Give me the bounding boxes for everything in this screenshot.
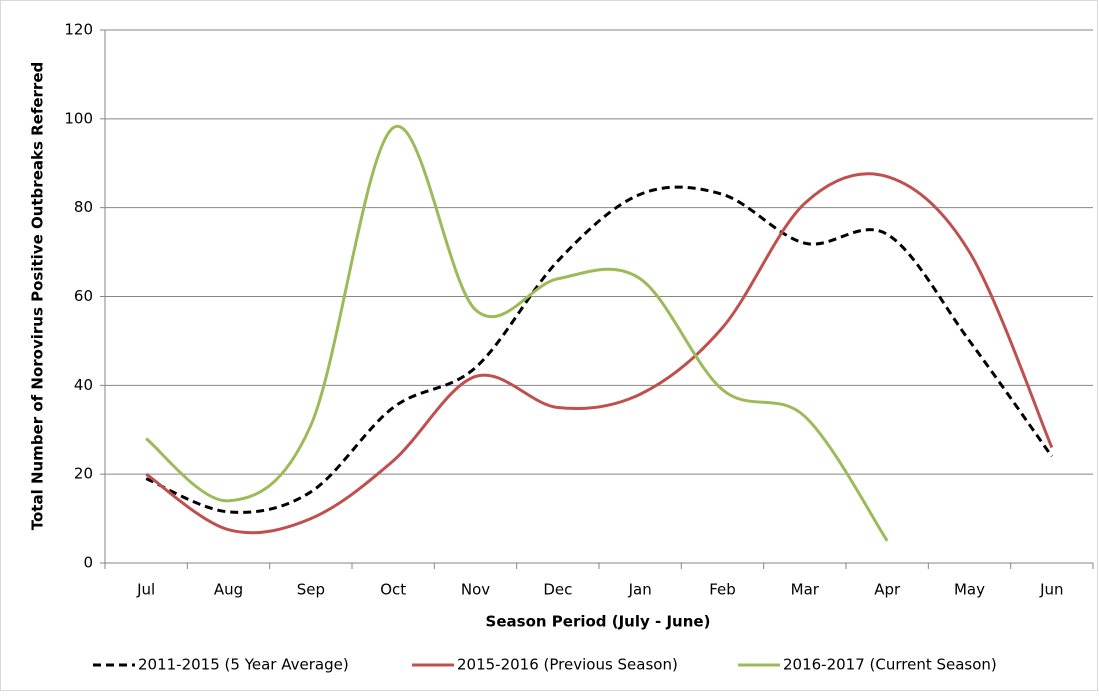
y-tick-label: 120: [64, 21, 93, 39]
legend-label: 2011-2015 (5 Year Average): [138, 656, 349, 674]
x-tick-label: Mar: [791, 581, 820, 599]
x-tick-label: Jun: [1039, 581, 1063, 599]
y-tick-label: 60: [74, 287, 93, 305]
x-tick-label: Nov: [461, 581, 490, 599]
x-axis-title: Season Period (July - June): [486, 613, 711, 631]
x-tick-label: Feb: [709, 581, 736, 599]
x-tick-label: Oct: [380, 581, 406, 599]
x-tick-label: Sep: [297, 581, 325, 599]
x-tick-label: May: [954, 581, 985, 599]
y-tick-label: 0: [83, 554, 93, 572]
x-tick-label: Aug: [214, 581, 243, 599]
series-line: [145, 185, 1054, 514]
legend-label: 2016-2017 (Current Season): [783, 656, 997, 674]
x-tick-label: Jan: [628, 581, 652, 599]
legend-label: 2015-2016 (Previous Season): [457, 656, 678, 674]
series-line: [145, 172, 1054, 535]
y-tick-label: 80: [74, 198, 93, 216]
x-tick-label: Apr: [874, 581, 901, 599]
x-tick-label: Jul: [136, 581, 155, 599]
series-line: [145, 124, 889, 542]
x-tick-label: Dec: [543, 581, 572, 599]
y-tick-label: 20: [74, 465, 93, 483]
y-tick-label: 40: [74, 376, 93, 394]
y-axis-title: Total Number of Norovirus Positive Outbr…: [29, 62, 47, 531]
y-tick-label: 100: [64, 109, 93, 127]
